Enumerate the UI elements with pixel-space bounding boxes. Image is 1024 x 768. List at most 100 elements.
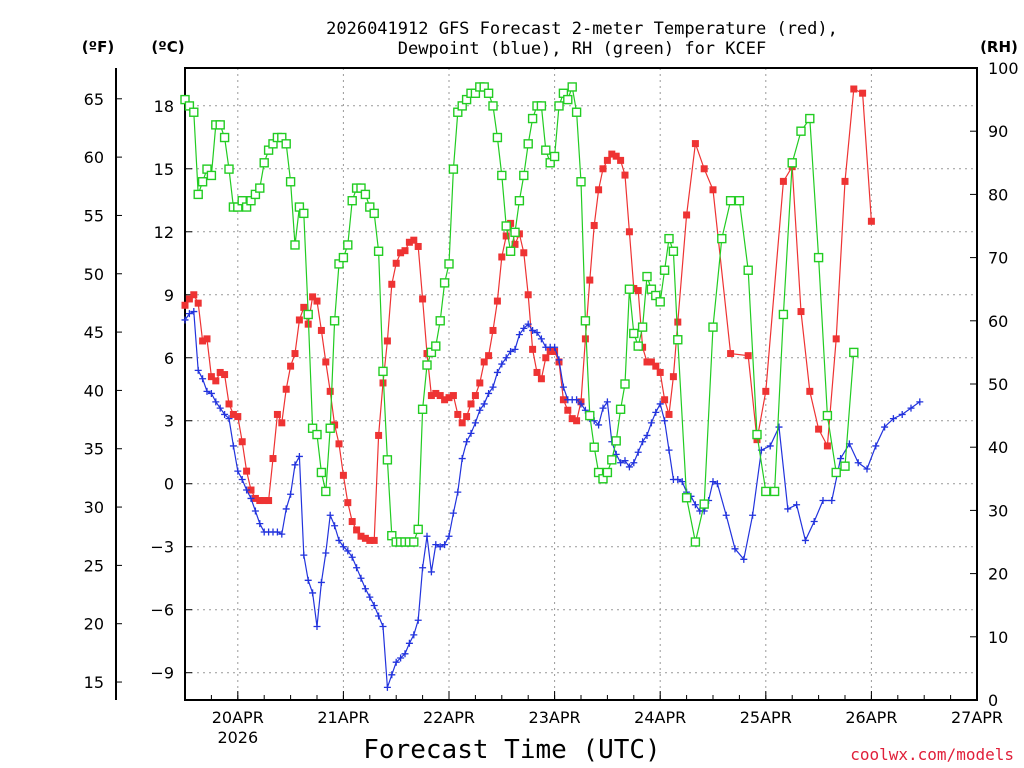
temperature-point xyxy=(568,415,576,423)
fahrenheit-tick-label: 60 xyxy=(84,148,104,167)
temperature-point xyxy=(419,295,427,303)
rh-point xyxy=(325,423,335,433)
rh-point xyxy=(673,335,683,345)
data-series xyxy=(180,82,924,691)
dewpoint-point xyxy=(740,555,748,563)
rh-point xyxy=(510,227,520,238)
rh-point xyxy=(659,265,670,275)
rh-point xyxy=(206,170,217,181)
rh-point xyxy=(717,233,727,244)
temperature-point xyxy=(476,379,484,387)
temperature-point xyxy=(867,217,875,225)
temperature-point xyxy=(339,471,347,479)
temperature-point xyxy=(559,396,567,404)
dewpoint-point xyxy=(366,593,374,601)
dewpoint-point xyxy=(498,360,506,368)
rh-tick-label: 40 xyxy=(988,438,1008,457)
temperature-point xyxy=(243,467,251,475)
temperature-point xyxy=(436,392,444,400)
temperature-point xyxy=(498,253,506,261)
date-tick-label: 21APR xyxy=(317,708,369,727)
temperature-point xyxy=(251,494,259,502)
rh-point xyxy=(197,177,208,187)
dewpoint-point xyxy=(383,683,391,691)
dewpoint-point xyxy=(731,545,739,553)
dewpoint-point xyxy=(678,478,686,486)
dewpoint-point xyxy=(471,419,479,427)
temperature-point xyxy=(212,377,220,385)
temperature-point xyxy=(194,299,202,307)
dewpoint-point xyxy=(436,543,444,551)
rh-tick-label: 90 xyxy=(988,122,1008,141)
series-2-meter-temperature xyxy=(181,85,875,544)
temperature-point xyxy=(762,387,770,395)
rh-point xyxy=(439,278,450,288)
dewpoint-point xyxy=(881,423,889,431)
dewpoint-point xyxy=(317,578,325,586)
rh-point xyxy=(813,252,824,263)
dewpoint-point xyxy=(203,387,211,395)
dewpoint-point xyxy=(529,326,537,334)
temperature-point xyxy=(229,410,237,418)
dewpoint-point xyxy=(872,442,880,450)
rh-point xyxy=(576,177,586,187)
temperature-point xyxy=(313,297,321,305)
temperature-point xyxy=(392,259,400,267)
dewpoint-point xyxy=(907,404,915,412)
dewpoint-point xyxy=(810,518,818,526)
rh-point xyxy=(409,537,419,547)
temperature-point xyxy=(397,249,405,257)
temperature-point xyxy=(370,536,378,544)
temperature-point xyxy=(489,326,497,334)
temperature-point xyxy=(357,532,365,540)
rh-point xyxy=(805,113,815,124)
dewpoint-point xyxy=(551,343,559,351)
fahrenheit-tick-label: 40 xyxy=(84,381,104,400)
fahrenheit-tick-label: 20 xyxy=(84,615,104,634)
temperature-point xyxy=(273,410,281,418)
plot-frame xyxy=(184,67,978,701)
fahrenheit-unit-label: (ºF) xyxy=(82,38,114,56)
series-dewpoint xyxy=(181,308,924,691)
temperature-point xyxy=(656,368,664,376)
rh-point xyxy=(492,132,503,143)
rh-point xyxy=(664,233,674,244)
series-line xyxy=(184,310,921,688)
rh-point xyxy=(822,410,833,421)
dewpoint-point xyxy=(617,459,625,467)
temperature-point xyxy=(841,177,849,185)
dewpoint-point xyxy=(370,602,378,610)
temperature-point xyxy=(199,337,207,345)
rh-tick-label: 30 xyxy=(988,501,1008,520)
temperature-point xyxy=(625,228,633,236)
temperature-point xyxy=(603,156,611,164)
celsius-tick-label: 12 xyxy=(154,223,174,242)
date-tick-label: 26APR xyxy=(845,708,897,727)
rh-tick-label: 50 xyxy=(988,375,1008,394)
dewpoint-point xyxy=(282,505,290,513)
dewpoint-point xyxy=(661,417,669,425)
x-axis-title: Forecast Time (UTC) xyxy=(363,735,660,765)
dewpoint-point xyxy=(295,452,303,460)
dewpoint-point xyxy=(493,368,501,376)
dewpoint-point xyxy=(463,438,471,446)
dewpoint-point xyxy=(331,522,339,530)
rh-point xyxy=(373,246,384,256)
temperature-point xyxy=(238,438,246,446)
fahrenheit-tick-label: 65 xyxy=(84,90,104,109)
dewpoint-point xyxy=(511,345,519,353)
temperature-point xyxy=(683,211,691,219)
dewpoint-point xyxy=(652,408,660,416)
fahrenheit-tick-label: 25 xyxy=(84,556,104,575)
dewpoint-point xyxy=(375,612,383,620)
rh-point xyxy=(215,120,225,130)
rh-unit-label: (RH) xyxy=(980,38,1018,56)
dewpoint-point xyxy=(291,461,299,469)
temperature-point xyxy=(414,242,422,250)
rh-point xyxy=(615,404,626,414)
temperature-point xyxy=(608,150,616,158)
rh-point xyxy=(321,486,331,497)
dewpoint-point xyxy=(221,410,229,418)
fahrenheit-tick-label: 35 xyxy=(84,440,104,459)
